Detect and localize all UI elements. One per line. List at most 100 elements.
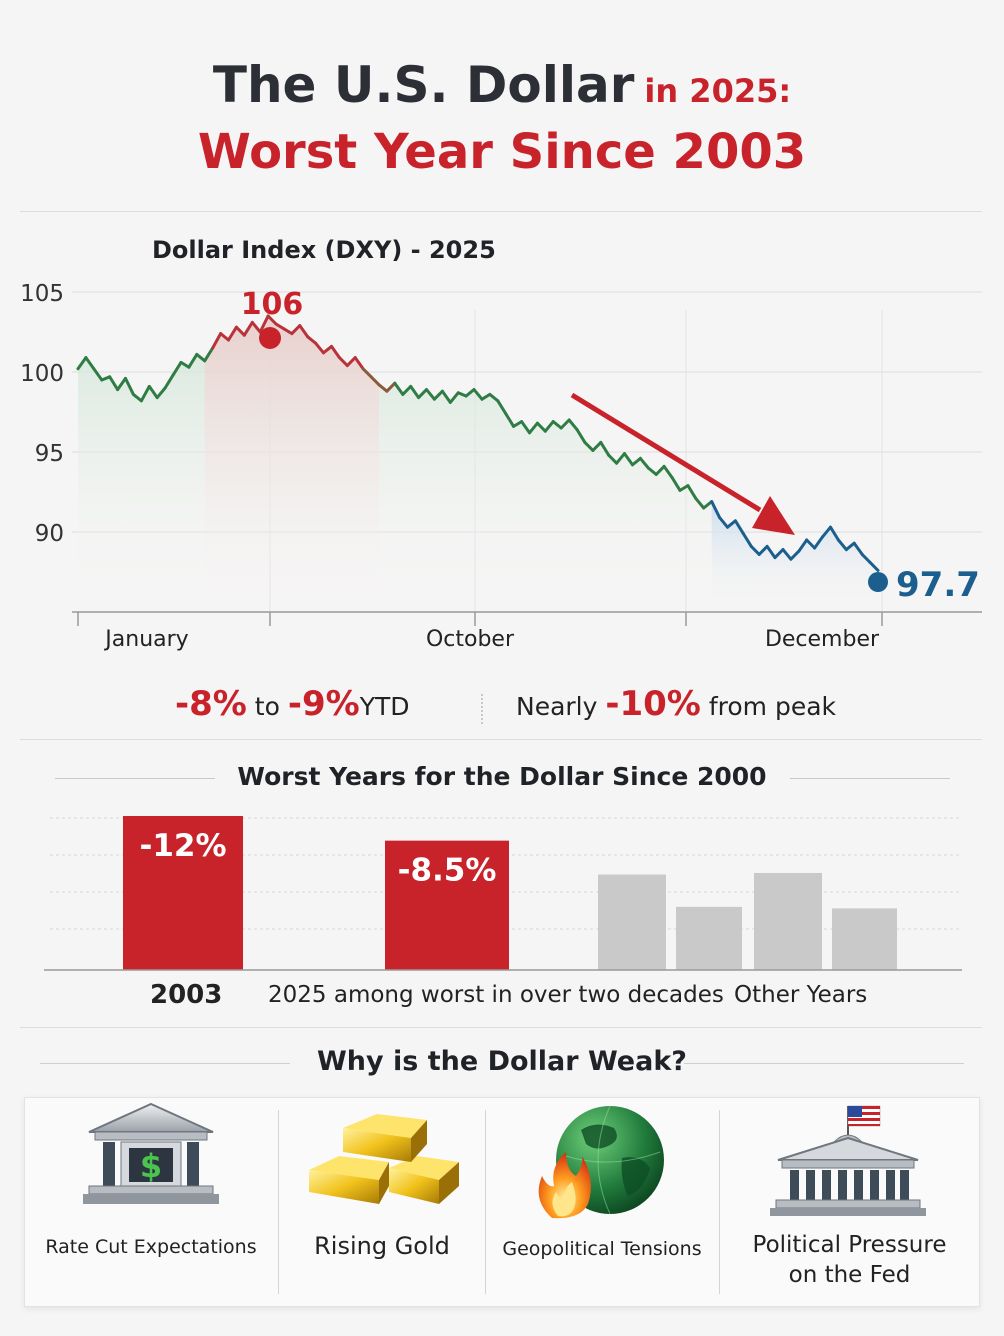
- divider: [20, 1027, 982, 1028]
- series-line-segment: [345, 356, 357, 368]
- factor-divider: [719, 1110, 720, 1294]
- series-line-segment: [551, 420, 563, 430]
- factors-panel: $ Rate Cut Expectations Rising Gold: [24, 1097, 980, 1307]
- series-line-segment: [567, 418, 579, 432]
- title-rule-left: [40, 1063, 290, 1064]
- series-line-segment: [765, 544, 777, 560]
- series-line-segment: [789, 549, 801, 561]
- series-line-segment: [836, 538, 848, 552]
- factor-rate-cut: $ Rate Cut Expectations: [25, 1098, 277, 1306]
- bar-other-year: [676, 906, 742, 970]
- series-line-segment: [322, 344, 333, 355]
- factor-label-line2: on the Fed: [788, 1262, 911, 1288]
- peak-marker: [259, 327, 281, 349]
- series-line-segment: [852, 541, 864, 556]
- stat-ytd-to: to: [254, 692, 280, 721]
- divider: [20, 739, 982, 740]
- series-line-segment: [298, 324, 310, 339]
- series-line-segment: [631, 456, 642, 467]
- stat-peak-value: -10%: [605, 684, 701, 724]
- series-line-segment: [195, 352, 207, 363]
- series-line-segment: [155, 386, 167, 400]
- end-label: 97.7: [896, 565, 980, 605]
- why-title: Why is the Dollar Weak?: [317, 1046, 687, 1077]
- factor-political-pressure: Political Pressure on the Fed: [720, 1098, 979, 1306]
- stats-row: -8% to -9%YTD Nearly -10% from peak: [0, 684, 1004, 728]
- title-main: The U.S. Dollar: [212, 56, 635, 114]
- series-line-segment: [139, 384, 151, 403]
- series-line-segment: [662, 464, 674, 480]
- series-line-segment: [575, 428, 587, 444]
- x-tick-label: January: [103, 627, 188, 652]
- peak-area-fill: [204, 316, 379, 612]
- title-rule-left: [55, 778, 215, 779]
- series-line-segment: [504, 412, 516, 428]
- title-suffix: in 2025:: [644, 72, 792, 110]
- series-line-segment: [147, 384, 159, 400]
- series-line-segment: [290, 324, 302, 336]
- series-line-segment: [417, 388, 428, 400]
- page-subtitle: Worst Year Since 2003: [197, 124, 807, 180]
- series-line-segment: [163, 373, 175, 390]
- series-line-segment: [678, 484, 690, 492]
- y-tick-label: 105: [20, 281, 64, 307]
- series-line-segment: [409, 384, 421, 400]
- series-line-segment: [686, 484, 698, 500]
- series-line-segment: [496, 399, 508, 416]
- series-line-segment: [488, 392, 500, 403]
- trend-arrow-shaft: [570, 392, 762, 513]
- series-line-segment: [821, 525, 832, 539]
- series-line-segment: [187, 352, 199, 369]
- series-line-segment: [591, 440, 603, 452]
- stat-ytd-suffix: YTD: [359, 692, 410, 721]
- series-line-segment: [844, 541, 856, 552]
- series-line-segment: [448, 391, 460, 404]
- series-line-segment: [623, 452, 634, 467]
- series-line-segment: [472, 388, 484, 401]
- bar-label-2025: 2025 among worst in over two decades: [268, 982, 724, 1008]
- series-line-segment: [258, 314, 270, 334]
- series-line-segment: [694, 496, 706, 510]
- series-line-segment: [528, 421, 539, 435]
- series-line-segment: [718, 516, 729, 529]
- series-line-segment: [599, 440, 611, 457]
- series-line-segment: [813, 535, 825, 550]
- series-line-segment: [76, 356, 88, 371]
- bar-other-year: [832, 908, 897, 970]
- series-line-segment: [535, 421, 547, 433]
- series-line-segment: [749, 544, 761, 556]
- capitol-flag-icon: [770, 1105, 926, 1216]
- series-line-segment: [781, 548, 793, 561]
- bar-data-label: -8.5%: [398, 853, 497, 889]
- series-line-segment: [266, 314, 278, 326]
- factor-label: Rate Cut Expectations: [45, 1236, 257, 1258]
- x-tick-label: October: [426, 627, 515, 652]
- series-line-segment: [353, 356, 365, 371]
- end-marker: [868, 572, 888, 592]
- series-line-segment: [710, 500, 722, 520]
- title-rule-right: [684, 1063, 964, 1064]
- series-line-segment: [274, 322, 286, 331]
- series-line-segment: [726, 519, 737, 529]
- series-line-segment: [797, 538, 809, 553]
- series-line-segment: [242, 320, 254, 337]
- series-line-segment: [171, 360, 183, 377]
- divider: [20, 211, 982, 212]
- series-line-segment: [108, 375, 120, 392]
- bar-data-label: -12%: [139, 828, 226, 864]
- series-line-segment: [805, 538, 817, 550]
- svg-text:$: $: [140, 1147, 162, 1185]
- title-rule-right: [790, 778, 950, 779]
- series-line-segment: [92, 367, 104, 382]
- series-line-segment: [520, 420, 531, 435]
- series-line-segment: [464, 388, 476, 398]
- gold-bars-icon: [309, 1114, 459, 1204]
- series-line-segment: [654, 464, 666, 476]
- series-line-segment: [369, 375, 381, 387]
- stat-divider: [481, 694, 483, 724]
- bar-label-other-years: Other Years: [734, 982, 868, 1008]
- bar-highlight: [385, 840, 509, 970]
- series-line-segment: [361, 367, 373, 379]
- series-line-segment: [116, 376, 127, 392]
- dxy-line-chart: 105 100 95 90 January October December 106 97.7: [20, 281, 982, 652]
